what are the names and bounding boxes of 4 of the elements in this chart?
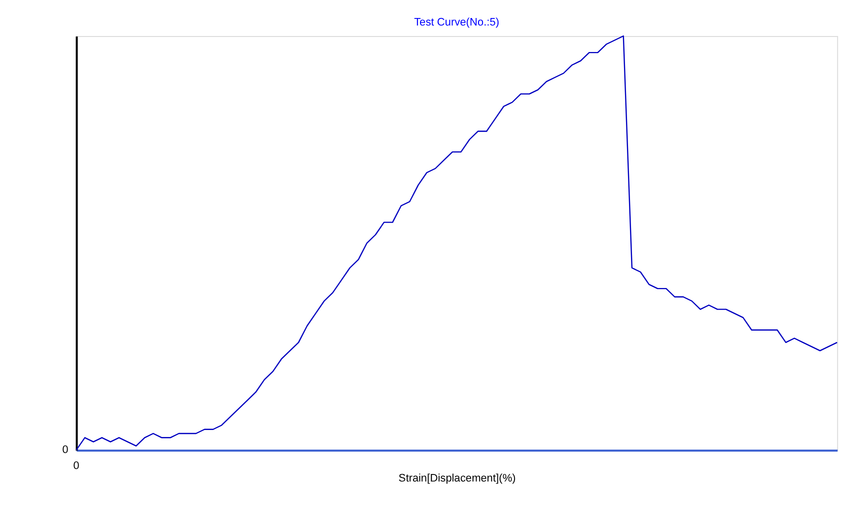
x-axis-title: Strain[Displacement](%): [398, 472, 516, 484]
text: 0: [62, 444, 68, 456]
text: 0: [73, 460, 80, 472]
chart-title: Test Curve(No.:5): [414, 16, 500, 28]
